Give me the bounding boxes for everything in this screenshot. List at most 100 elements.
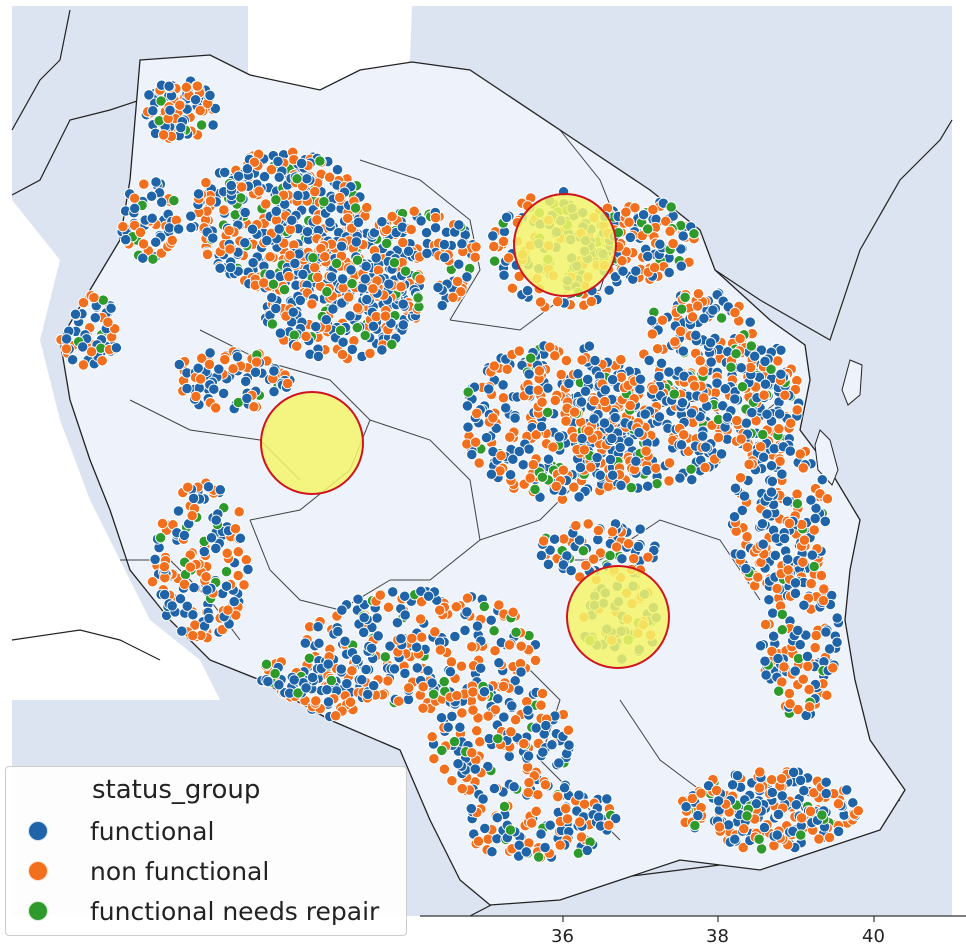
water-point-marker: [201, 248, 214, 261]
water-point-marker: [803, 683, 815, 696]
water-point-marker: [427, 688, 440, 700]
water-point-marker: [783, 687, 796, 700]
water-point-marker: [178, 578, 191, 591]
water-point-marker: [239, 237, 251, 249]
water-point-marker: [386, 210, 398, 223]
water-point-marker: [412, 292, 424, 304]
region-border: [359, 159, 481, 321]
water-point-marker: [69, 308, 82, 320]
neighbor-border-west: [11, 99, 141, 196]
water-point-marker: [292, 189, 304, 202]
water-point-marker: [270, 302, 282, 315]
water-point-marker: [387, 586, 399, 598]
water-point-marker: [164, 104, 176, 116]
water-point-marker: [655, 357, 668, 369]
water-point-marker: [379, 310, 392, 322]
water-point-marker: [766, 475, 778, 488]
water-point-marker: [444, 666, 457, 678]
water-point-marker: [367, 320, 380, 332]
water-point-marker: [576, 432, 588, 445]
water-point-marker: [562, 724, 575, 736]
water-point-marker: [549, 350, 561, 362]
water-point-marker: [200, 176, 212, 189]
water-point-marker: [729, 393, 741, 405]
water-point-marker: [735, 548, 747, 561]
water-point-marker: [77, 359, 90, 371]
water-point-marker: [568, 406, 581, 418]
water-point-marker: [804, 805, 817, 818]
water-point-marker: [609, 411, 621, 424]
water-point-marker: [560, 802, 572, 815]
water-point-marker: [616, 553, 628, 565]
water-point-marker: [456, 238, 468, 250]
water-point-marker: [426, 731, 438, 743]
water-point-marker: [692, 288, 705, 300]
water-point-marker: [573, 789, 585, 801]
water-point-marker: [446, 775, 458, 787]
water-point-marker: [236, 181, 248, 193]
islands: [814, 359, 863, 486]
water-point-marker: [510, 626, 522, 638]
water-point-marker: [675, 439, 688, 451]
water-point-marker: [210, 542, 222, 555]
water-point-marker: [308, 261, 321, 274]
water-point-marker: [827, 662, 839, 674]
water-point-marker: [497, 680, 510, 693]
water-point-marker: [784, 445, 796, 457]
water-point-marker: [551, 295, 564, 308]
water-point-marker: [634, 383, 646, 395]
water-point-marker: [820, 787, 832, 800]
water-point-marker: [399, 590, 411, 602]
water-point-marker: [772, 355, 784, 367]
water-point-marker: [522, 750, 535, 762]
water-point-marker: [477, 793, 489, 805]
water-point-marker: [821, 689, 833, 701]
water-point-marker: [700, 441, 712, 453]
water-point-marker: [744, 361, 757, 374]
water-point-marker: [699, 461, 711, 474]
water-point-marker: [533, 851, 545, 863]
water-point-marker: [422, 664, 434, 677]
water-point-marker: [358, 626, 370, 639]
water-point-marker: [327, 303, 339, 315]
water-point-marker: [582, 518, 594, 530]
water-point-marker: [502, 252, 515, 264]
water-point-marker: [483, 383, 495, 395]
water-point-marker: [759, 655, 771, 667]
water-point-marker: [663, 266, 675, 279]
water-point-marker: [313, 637, 325, 649]
water-point-marker: [539, 841, 551, 854]
water-point-marker: [832, 798, 845, 810]
water-point-marker: [694, 355, 706, 367]
water-point-marker: [435, 712, 448, 724]
water-point-marker: [360, 260, 372, 272]
water-point-marker: [488, 625, 500, 637]
water-point-marker: [536, 687, 549, 700]
water-point-marker: [190, 390, 202, 403]
water-point-marker: [336, 604, 348, 616]
water-point-marker: [675, 303, 688, 315]
water-point-marker: [791, 404, 803, 416]
water-point-marker: [306, 298, 318, 310]
water-point-marker: [166, 600, 178, 612]
water-point-marker: [187, 609, 199, 621]
water-point-marker: [557, 464, 569, 476]
water-point-marker: [345, 264, 357, 276]
water-point-marker: [740, 562, 752, 575]
water-point-marker: [771, 829, 783, 841]
water-point-marker: [60, 333, 73, 345]
water-point-marker: [361, 201, 373, 214]
water-point-marker: [729, 482, 742, 494]
water-point-marker: [274, 327, 287, 339]
water-point-marker: [330, 710, 342, 722]
water-point-marker: [448, 735, 461, 748]
water-point-marker: [606, 432, 618, 445]
water-point-marker: [488, 240, 500, 253]
water-point-marker: [775, 368, 787, 380]
water-point-marker: [239, 206, 251, 219]
water-point-marker: [248, 156, 261, 168]
water-point-marker: [295, 157, 308, 170]
water-point-marker: [321, 286, 333, 298]
water-point-marker: [469, 436, 482, 448]
water-point-marker: [756, 518, 769, 530]
